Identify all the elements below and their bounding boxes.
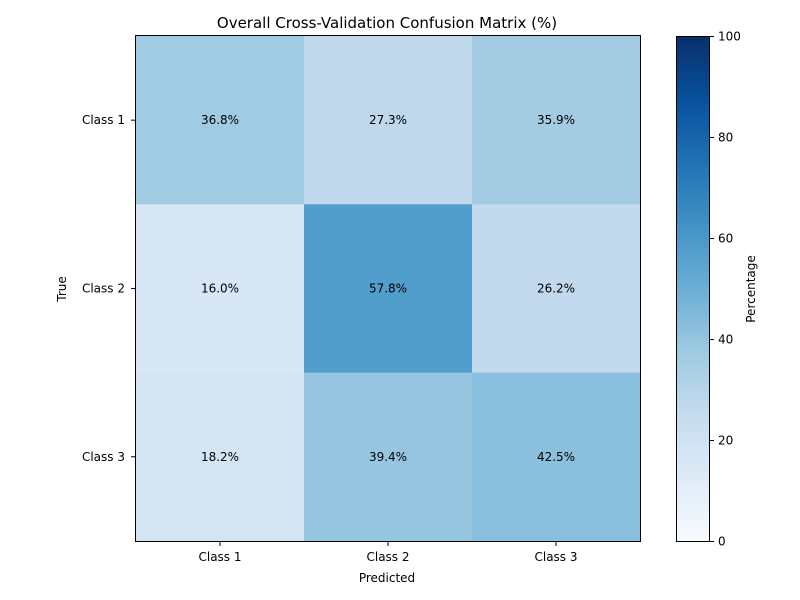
cell-value-label: 42.5%: [537, 450, 575, 464]
colorbar: [676, 36, 710, 542]
heatmap-cell: [136, 204, 305, 374]
y-tick-label: Class 1: [82, 113, 125, 127]
colorbar-ticks: 0 20 40 60 80 100: [710, 30, 741, 549]
cell-value-label: 27.3%: [369, 113, 407, 127]
colorbar-tick-label: 0: [718, 535, 726, 549]
heatmap-cell: [472, 372, 641, 542]
heatmap-cell: [304, 372, 473, 542]
chart-title: Overall Cross-Validation Confusion Matri…: [217, 14, 557, 32]
heatmap-cell-labels: 36.8% 27.3% 35.9% 16.0% 57.8% 26.2% 18.2% 39.4%…: [201, 113, 575, 464]
x-axis-ticks: Class 1 Class 2 Class 3: [198, 542, 578, 564]
colorbar-tick-label: 20: [718, 434, 733, 448]
heatmap-cell: [136, 372, 305, 542]
colorbar-label: Percentage: [744, 255, 758, 323]
heatmap-cell: [472, 204, 641, 374]
x-tick-label: Class 2: [366, 550, 409, 564]
y-tick-label: Class 2: [82, 281, 125, 295]
x-axis-label: Predicted: [359, 571, 415, 585]
cell-value-label: 57.8%: [369, 281, 407, 295]
colorbar-tick-label: 40: [718, 333, 733, 347]
colorbar-tick-label: 100: [718, 30, 741, 44]
cell-value-label: 35.9%: [537, 113, 575, 127]
heatmap-cell: [472, 36, 641, 205]
heatmap-cell: [136, 36, 305, 205]
x-tick-label: Class 1: [198, 550, 241, 564]
y-axis-label: True: [55, 276, 69, 303]
cell-value-label: 39.4%: [369, 450, 407, 464]
x-tick-label: Class 3: [534, 550, 577, 564]
cell-value-label: 26.2%: [537, 281, 575, 295]
cell-value-label: 16.0%: [201, 281, 239, 295]
heatmap-cell: [304, 204, 473, 374]
colorbar-tick-label: 60: [718, 232, 733, 246]
y-axis-ticks: Class 1 Class 2 Class 3: [82, 113, 135, 464]
heatmap-cell: [304, 36, 473, 205]
cell-value-label: 18.2%: [201, 450, 239, 464]
heatmap-cells: [136, 36, 641, 542]
cell-value-label: 36.8%: [201, 113, 239, 127]
y-tick-label: Class 3: [82, 450, 125, 464]
colorbar-tick-label: 80: [718, 131, 733, 145]
plot-frame: [135, 35, 641, 542]
